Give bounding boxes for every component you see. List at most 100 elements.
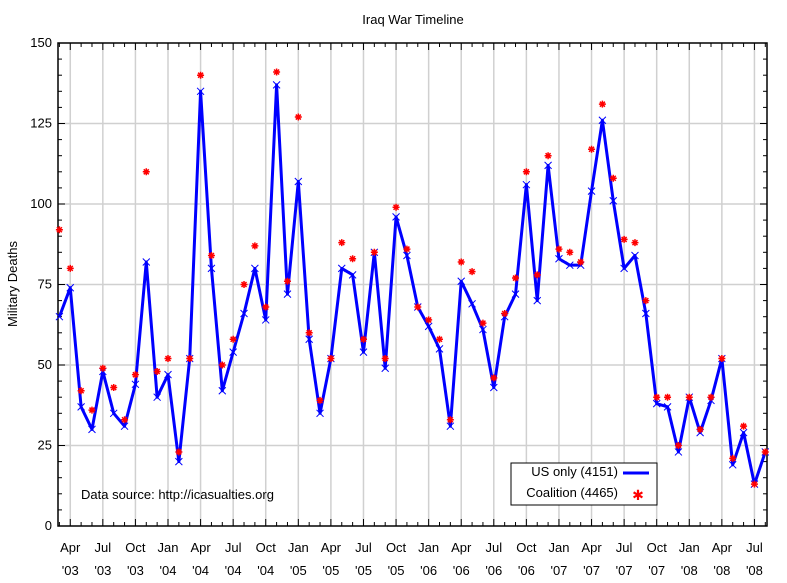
coalition-data-point bbox=[609, 174, 617, 182]
coalition-data-point bbox=[533, 271, 541, 279]
coalition-data-point bbox=[642, 297, 650, 305]
legend-label-coalition: Coalition (4465) bbox=[526, 485, 618, 500]
coalition-data-point bbox=[327, 355, 335, 363]
coalition-data-point bbox=[121, 416, 129, 424]
coalition-data-point bbox=[750, 480, 758, 488]
x-tick-label-month: Jul bbox=[355, 540, 372, 555]
coalition-data-point bbox=[197, 71, 205, 79]
x-tick-label-year: '05 bbox=[388, 563, 405, 578]
coalition-data-point bbox=[566, 248, 574, 256]
us-data-point bbox=[337, 264, 346, 273]
x-tick-label-year: '03 bbox=[62, 563, 79, 578]
us-data-point bbox=[728, 460, 737, 469]
us-data-point bbox=[218, 386, 227, 395]
us-data-point bbox=[663, 403, 672, 411]
coalition-data-point bbox=[664, 393, 672, 401]
x-tick-label-month: Apr bbox=[581, 540, 602, 555]
coalition-data-point bbox=[153, 367, 161, 375]
us-data-point bbox=[587, 187, 596, 195]
x-tick-label-year: '06 bbox=[420, 563, 437, 578]
x-tick-label-year: '07 bbox=[550, 563, 567, 578]
coalition-data-point bbox=[490, 374, 498, 382]
us-data-point bbox=[609, 196, 618, 205]
coalition-data-point bbox=[479, 319, 487, 327]
us-data-point bbox=[739, 428, 748, 437]
us-data-point bbox=[261, 316, 270, 324]
us-data-point bbox=[164, 370, 172, 379]
x-tick-label-year: '05 bbox=[322, 563, 339, 578]
us-data-point bbox=[229, 348, 238, 356]
coalition-data-point bbox=[740, 422, 748, 430]
coalition-data-point bbox=[218, 361, 226, 369]
coalition-data-point bbox=[359, 335, 367, 343]
us-data-point bbox=[251, 264, 259, 273]
coalition-data-point bbox=[577, 258, 585, 266]
us-data-point bbox=[272, 81, 281, 89]
coalition-data-point bbox=[164, 355, 172, 363]
x-tick-label-year: '05 bbox=[355, 563, 372, 578]
us-data-point bbox=[620, 264, 628, 273]
y-tick-label: 0 bbox=[45, 518, 52, 533]
x-tick-label-year: '04 bbox=[257, 563, 274, 578]
coalition-data-point bbox=[696, 425, 704, 433]
x-tick-label-month: Jul bbox=[225, 540, 242, 555]
coalition-data-point bbox=[436, 335, 443, 343]
x-tick-label-month: Oct bbox=[647, 540, 668, 555]
us-data-point bbox=[88, 425, 96, 434]
us-data-point bbox=[522, 180, 531, 189]
us-data-point bbox=[348, 270, 357, 279]
us-data-point bbox=[175, 457, 183, 466]
legend-marker-coalition: ✱ bbox=[632, 487, 644, 503]
x-tick-label-month: Apr bbox=[60, 540, 81, 555]
coalition-data-point bbox=[729, 454, 737, 462]
x-tick-label-month: Jan bbox=[548, 540, 569, 555]
coalition-data-point bbox=[403, 245, 411, 253]
us-data-point bbox=[674, 448, 683, 456]
chart-title: Iraq War Timeline bbox=[362, 12, 463, 27]
us-data-point bbox=[131, 380, 140, 389]
coalition-data-point bbox=[446, 416, 454, 424]
x-tick-label-year: '06 bbox=[518, 563, 535, 578]
us-data-point bbox=[142, 258, 151, 266]
coalition-data-point bbox=[555, 245, 563, 253]
coalition-data-point bbox=[392, 203, 400, 211]
us-data-point bbox=[196, 87, 205, 96]
coalition-data-point bbox=[674, 442, 682, 449]
coalition-data-point bbox=[544, 152, 552, 160]
x-tick-label-month: Jul bbox=[485, 540, 502, 555]
x-tick-label-month: Jul bbox=[746, 540, 763, 555]
coalition-data-point bbox=[425, 316, 433, 324]
x-tick-label-month: Jan bbox=[158, 540, 179, 555]
coalition-data-point bbox=[718, 355, 726, 363]
us-data-point bbox=[511, 290, 520, 299]
coalition-data-point bbox=[457, 258, 465, 266]
coalition-data-point bbox=[653, 393, 661, 401]
coalition-data-point bbox=[88, 406, 96, 414]
us-data-point bbox=[283, 290, 292, 299]
x-tick-label-month: Oct bbox=[256, 540, 277, 555]
us-data-point bbox=[359, 348, 368, 356]
us-data-point bbox=[120, 422, 129, 431]
coalition-data-point bbox=[522, 168, 530, 176]
us-data-point bbox=[631, 251, 639, 260]
coalition-data-point bbox=[262, 303, 270, 311]
coalition-data-point bbox=[588, 145, 596, 153]
coalition-data-point bbox=[316, 396, 324, 404]
legend-box bbox=[510, 462, 658, 506]
coalition-data-point bbox=[55, 226, 63, 234]
x-tick-label-year: '07 bbox=[648, 563, 665, 578]
coalition-data-point bbox=[414, 303, 422, 311]
coalition-data-point bbox=[468, 268, 476, 276]
us-data-point bbox=[424, 322, 433, 331]
us-data-point bbox=[305, 335, 314, 344]
y-tick-label: 100 bbox=[30, 196, 52, 211]
us-data-point bbox=[392, 213, 400, 221]
coalition-data-point bbox=[142, 168, 150, 176]
coalition-data-point bbox=[381, 355, 389, 363]
x-tick-label-year: '04 bbox=[192, 563, 209, 578]
coalition-data-point bbox=[685, 393, 693, 401]
x-tick-label-month: Jan bbox=[679, 540, 700, 555]
us-data-point bbox=[533, 296, 542, 305]
us-data-point bbox=[240, 309, 248, 318]
